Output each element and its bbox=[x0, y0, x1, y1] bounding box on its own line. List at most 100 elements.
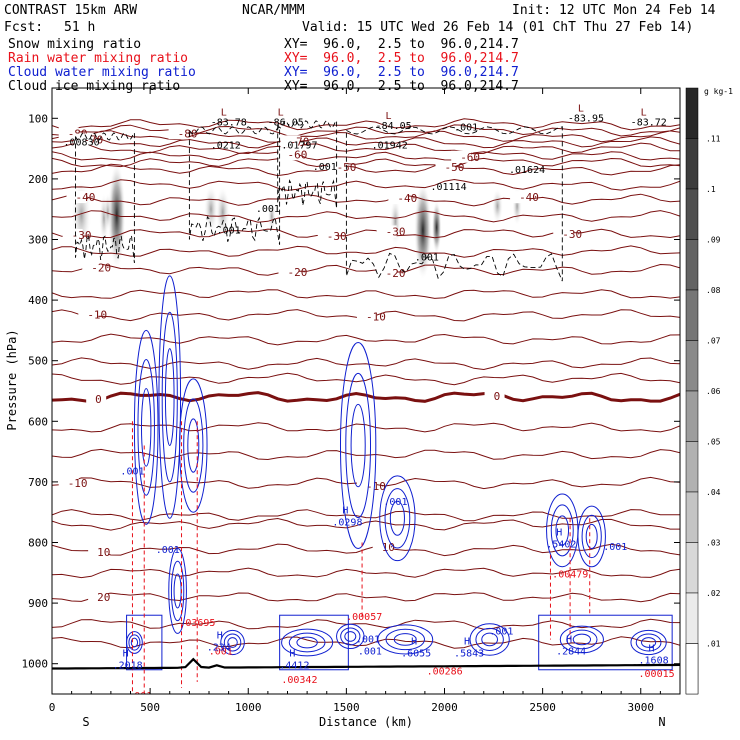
temperature-label-bg bbox=[357, 310, 377, 323]
cloud-water-contour bbox=[630, 629, 667, 656]
y-tick-label: 900 bbox=[28, 597, 48, 610]
colorbar-tick-label: .08 bbox=[706, 286, 721, 295]
colorbar-segment bbox=[685, 239, 699, 291]
temperature-label-bg bbox=[62, 228, 83, 241]
temperature-label: -60 bbox=[460, 151, 480, 164]
low-marker: L bbox=[641, 108, 647, 119]
low-value-label: -86.05 bbox=[268, 118, 304, 129]
temperature-label: -30 bbox=[562, 228, 582, 241]
cloud-water-contour bbox=[161, 311, 178, 483]
x-tick-label: 1500 bbox=[333, 701, 360, 714]
colorbar-segment bbox=[685, 542, 699, 594]
temperature-contour bbox=[52, 118, 680, 131]
temperature-label-bg bbox=[435, 161, 456, 174]
cloud-water-label: .001 bbox=[383, 497, 407, 508]
temperature-label: 0 bbox=[95, 393, 102, 406]
temperature-label: -10 bbox=[68, 477, 88, 490]
valid-time: Valid: 15 UTC Wed 26 Feb 14 (01 ChT Thu … bbox=[302, 20, 694, 35]
cloud-water-label: .001 bbox=[156, 545, 180, 556]
colorbar-segment bbox=[685, 87, 699, 139]
colorbar-segment bbox=[685, 188, 699, 240]
model-title: CONTRAST 15km ARW bbox=[4, 3, 138, 18]
cloud-water-max-label: .1608 bbox=[639, 656, 669, 667]
cloud-water-max-label: .0298 bbox=[332, 518, 362, 529]
temperature-label-bg bbox=[372, 541, 393, 554]
temperature-contour bbox=[52, 263, 680, 276]
low-marker: L bbox=[278, 108, 284, 119]
cloud-water-contour bbox=[223, 633, 242, 652]
temperature-label-bg bbox=[317, 229, 338, 242]
temperature-contour bbox=[52, 178, 680, 191]
cloud-water-max-label: .5843 bbox=[454, 648, 484, 659]
colorbar-segment bbox=[685, 491, 699, 543]
y-tick-label: 700 bbox=[28, 476, 48, 489]
snow-shading bbox=[431, 200, 442, 255]
temperature-label-bg bbox=[74, 133, 95, 146]
temperature-label-bg bbox=[278, 265, 299, 278]
cloud-water-contour bbox=[288, 632, 326, 653]
temperature-contour bbox=[52, 333, 680, 346]
cloud-water-contour bbox=[384, 488, 411, 549]
cloud-ice-label: .01624 bbox=[509, 165, 545, 176]
forecast-hour: 51 h bbox=[64, 20, 96, 35]
temperature-contour bbox=[52, 130, 680, 143]
rain-label: .00057 bbox=[346, 612, 382, 623]
rain-label: .03695 bbox=[179, 618, 215, 629]
colorbar-segment bbox=[685, 390, 699, 442]
cloud-water-contour bbox=[140, 388, 152, 467]
cloud-water-contour bbox=[296, 636, 318, 649]
y-tick-label: 200 bbox=[28, 173, 48, 186]
snow-shading bbox=[267, 200, 276, 233]
colorbar-segment bbox=[685, 289, 699, 341]
temperature-contour bbox=[52, 567, 680, 579]
cloud-water-contour bbox=[336, 623, 365, 650]
cloud-water-contour bbox=[581, 514, 602, 559]
cloud-ice-label: .001 bbox=[256, 204, 280, 215]
temperature-label: 20 bbox=[97, 591, 110, 604]
colorbar-segment bbox=[685, 441, 699, 493]
x-axis-label: Distance (km) bbox=[319, 715, 413, 729]
cloud-water-label: .001 bbox=[356, 634, 380, 645]
temperature-contour bbox=[52, 163, 680, 177]
cloud-water-contour bbox=[577, 505, 606, 568]
temperature-label-bg bbox=[357, 479, 377, 492]
temperature-label: -70 bbox=[289, 135, 309, 148]
cloud-water-contour bbox=[389, 500, 405, 536]
temperature-contour bbox=[52, 357, 680, 371]
temperature-contour bbox=[52, 289, 680, 299]
y-tick-label: 500 bbox=[28, 355, 48, 368]
field-name-cloud-water: Cloud water mixing ratio bbox=[8, 65, 196, 80]
temperature-label-bg bbox=[88, 590, 109, 603]
cloud-water-label: .001 bbox=[358, 647, 382, 658]
cloud-water-max-high-marker: H bbox=[217, 630, 223, 641]
low-value-label: -83.95 bbox=[568, 113, 604, 124]
colorbar-segment bbox=[685, 592, 699, 644]
snow-shading bbox=[491, 188, 504, 225]
forecast-label: Fcst: bbox=[4, 20, 44, 35]
temperature-label-bg bbox=[58, 476, 79, 489]
cloud-ice-contour bbox=[345, 126, 563, 282]
temperature-label: -60 bbox=[288, 148, 308, 161]
colorbar-segment bbox=[685, 340, 699, 392]
field-xy-cloud-water: XY= 96.0, 2.5 to 96.0,214.7 bbox=[284, 65, 519, 80]
temperature-label: -40 bbox=[397, 192, 417, 205]
colorbar-tick-label: .07 bbox=[706, 337, 721, 346]
cloud-water-max-high-marker: H bbox=[556, 527, 562, 538]
temperature-label: -20 bbox=[91, 262, 111, 275]
rain-label: .001 bbox=[128, 691, 152, 702]
temperature-contour bbox=[52, 448, 680, 461]
x-tick-label: 1000 bbox=[235, 701, 262, 714]
snow-shading bbox=[414, 180, 432, 280]
cloud-ice-label: .001 bbox=[415, 253, 439, 264]
temperature-contour bbox=[52, 142, 680, 155]
cloud-water-contour bbox=[227, 637, 238, 648]
cloud-water-contour bbox=[179, 378, 208, 513]
temperature-contour bbox=[52, 509, 680, 522]
init-time: Init: 12 UTC Mon 24 Feb 14 bbox=[512, 3, 716, 18]
temperature-label-bg bbox=[376, 266, 397, 279]
colorbar-tick-label: .09 bbox=[706, 236, 721, 245]
cloud-water-contour bbox=[350, 403, 366, 488]
temperature-label: -10 bbox=[87, 308, 107, 321]
colorbar-tick-label: .1 bbox=[706, 185, 716, 194]
